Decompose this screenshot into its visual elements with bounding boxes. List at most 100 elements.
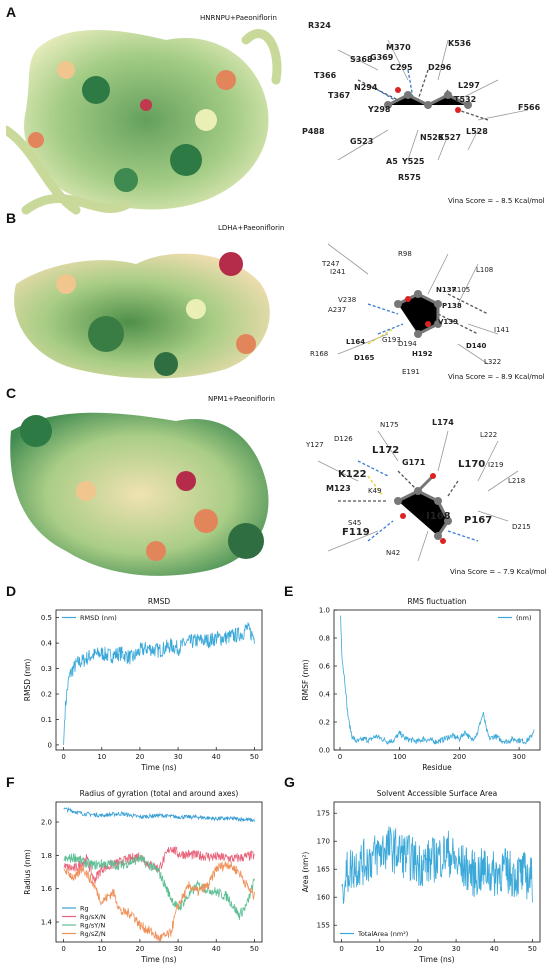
- residue-label: M370: [386, 43, 411, 52]
- x-tick-label: 30: [174, 753, 183, 761]
- y-tick-label: 0.0: [319, 747, 330, 755]
- residue-label: F566: [518, 103, 541, 112]
- residue-label: L222: [480, 431, 497, 439]
- residue-label: R105: [452, 286, 470, 294]
- x-tick-label: 0: [338, 753, 342, 761]
- interaction-diagram: R324 M370 K536 G369 S368 C295 D296 T366 …: [302, 21, 541, 182]
- residue-label: D215: [512, 523, 531, 531]
- residue-label: R575: [398, 173, 421, 182]
- residue-label: F119: [342, 527, 370, 538]
- x-axis-label: Time (ns): [418, 955, 454, 964]
- y-tick-label: 0.2: [319, 719, 330, 727]
- residue-label: G369: [370, 53, 394, 62]
- residue-label: C295: [390, 63, 413, 72]
- x-tick-label: 300: [512, 753, 525, 761]
- interaction-diagram: R98 T247 I241 L108 N137 R105 V238 P138 A…: [310, 243, 509, 376]
- y-tick-label: 155: [317, 922, 330, 930]
- residue-label: L170: [458, 459, 485, 470]
- protein-surface: [6, 29, 282, 215]
- residue-label: L528: [466, 127, 488, 136]
- interaction-diagram: N175 L174 L222 D126 Y127 L172 G171 L170 …: [305, 418, 531, 562]
- residue-label: T247: [321, 260, 340, 268]
- legend-label: (nm): [516, 614, 532, 622]
- residue-label: L108: [476, 266, 493, 274]
- y-tick-label: 170: [317, 838, 330, 846]
- residue-label: P138: [442, 302, 462, 310]
- y-axis-label: RMSD (nm): [23, 659, 32, 702]
- y-tick-label: 1.8: [41, 852, 52, 860]
- panel-letter: D: [6, 583, 17, 599]
- residue-label: N42: [386, 549, 400, 557]
- panel-letter: C: [6, 385, 17, 401]
- y-axis-label: Radius (nm): [23, 849, 32, 895]
- legend-label: Rg: [80, 905, 89, 913]
- residue-label: V139: [438, 318, 458, 326]
- residue-label: Y525: [401, 157, 425, 166]
- y-tick-label: 0.6: [319, 663, 331, 671]
- legend-label: Rg/sZ/N: [80, 930, 106, 938]
- rmsd-chart: RMSD 0 10 20 30 40 50 0 0.1 0.2 0.3 0.4 0.5 Time (ns)…: [23, 597, 263, 772]
- residue-label: L172: [372, 445, 399, 456]
- residue-label: A237: [328, 306, 346, 314]
- chart-title: Solvent Accessible Surface Area: [377, 789, 497, 798]
- x-tick-label: 0: [339, 945, 343, 953]
- x-tick-label: 20: [413, 945, 422, 953]
- residue-label: G193: [382, 336, 401, 344]
- vina-score: Vina Score = – 7.9 Kcal/mol: [450, 568, 547, 576]
- residue-label: L174: [432, 418, 454, 427]
- residue-label: T366: [314, 71, 337, 80]
- x-tick-label: 40: [212, 945, 221, 953]
- y-tick-label: 165: [317, 866, 330, 874]
- x-axis-label: Time (ns): [140, 763, 176, 772]
- residue-label: P167: [464, 515, 492, 526]
- residue-label: K536: [448, 39, 471, 48]
- x-tick-label: 0: [61, 945, 65, 953]
- series-line: [63, 622, 255, 745]
- residue-label: K527: [438, 133, 461, 142]
- residue-label: D126: [334, 435, 353, 443]
- x-tick-label: 10: [97, 945, 106, 953]
- x-axis-label: Time (ns): [140, 955, 176, 964]
- legend-label: Rg/sY/N: [80, 922, 105, 930]
- legend-label: Rg/sX/N: [80, 913, 106, 921]
- series-line: [63, 806, 255, 823]
- x-tick-label: 0: [61, 753, 65, 761]
- panel-letter: F: [6, 774, 15, 790]
- residue-label: R324: [308, 21, 331, 30]
- residue-label: L218: [508, 477, 525, 485]
- plot-frame: [333, 609, 541, 751]
- residue-label: H192: [412, 350, 433, 358]
- residue-label: Y298: [367, 105, 391, 114]
- panel-letter: A: [6, 4, 17, 20]
- residue-label: S45: [348, 519, 361, 527]
- series-line: [63, 853, 255, 920]
- residue-label: T532: [454, 95, 476, 104]
- x-tick-label: 10: [97, 753, 106, 761]
- sasa-chart: Solvent Accessible Surface Area 0 10 20 30 40…: [301, 789, 541, 964]
- chart-title: Radius of gyration (total and around axe…: [80, 789, 239, 798]
- y-tick-label: 2.0: [41, 819, 52, 827]
- complex-label: HNRNPU+Paeoniflorin: [200, 14, 277, 22]
- residue-label: D165: [354, 354, 375, 362]
- residue-label: L322: [484, 358, 501, 366]
- x-tick-label: 20: [135, 753, 144, 761]
- x-tick-label: 30: [174, 945, 183, 953]
- residue-label: L297: [458, 81, 480, 90]
- residue-label: Y127: [305, 441, 324, 449]
- residue-label: A5: [386, 157, 398, 166]
- y-tick-label: 0.2: [41, 691, 52, 699]
- rg-chart: Radius of gyration (total and around axe…: [23, 789, 263, 964]
- legend-label: RMSD (nm): [80, 614, 117, 622]
- panel-B: B LDHA+Paeoniflorin R98 T247 I241 L108 N…: [0, 210, 550, 385]
- residue-label: I168: [426, 511, 451, 522]
- x-tick-label: 40: [212, 753, 221, 761]
- plot-frame: [55, 609, 263, 751]
- x-tick-label: 50: [250, 753, 259, 761]
- chart-title: RMS fluctuation: [407, 597, 466, 606]
- panel-letter: B: [6, 210, 17, 226]
- series-line: [341, 826, 533, 904]
- residue-label: D140: [466, 342, 487, 350]
- residue-label: G523: [350, 137, 373, 146]
- complex-label: LDHA+Paeoniflorin: [218, 224, 285, 232]
- y-tick-label: 0: [48, 741, 52, 749]
